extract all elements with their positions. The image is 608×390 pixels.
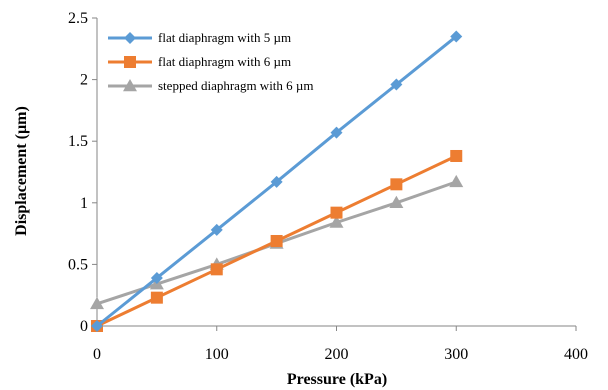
data-point-triangle: [123, 79, 137, 92]
x-tick-label: 300: [444, 346, 468, 363]
legend-item: flat diaphragm with 5 µm: [108, 30, 291, 45]
legend-item: flat diaphragm with 6 µm: [108, 54, 291, 69]
x-tick-label: 400: [564, 346, 588, 363]
data-point-diamond: [390, 78, 403, 91]
legend-item: stepped diaphragm with 6 µm: [108, 78, 314, 93]
data-point-square: [124, 56, 136, 68]
axes: 0 0.5 1 1.5 2 2.5 0 100 200 300 400: [68, 10, 588, 363]
data-point-triangle: [389, 195, 404, 209]
data-point-square: [210, 263, 223, 276]
data-point-square: [330, 206, 343, 219]
data-point-diamond: [270, 175, 283, 188]
y-tick-label: 0: [80, 318, 88, 335]
data-point-triangle: [90, 296, 104, 310]
data-point-square: [390, 178, 403, 191]
y-tick-label: 1.5: [68, 133, 88, 150]
series: [91, 30, 463, 332]
y-axis-title: Displacement (µm): [13, 106, 30, 236]
legend-label: stepped diaphragm with 6 µm: [158, 78, 314, 93]
x-axis-title: Pressure (kPa): [287, 371, 387, 388]
data-point-square: [270, 234, 283, 247]
data-point-triangle: [449, 174, 464, 188]
legend: flat diaphragm with 5 µm flat diaphragm w…: [108, 30, 314, 93]
data-point-diamond: [450, 30, 463, 43]
legend-label: flat diaphragm with 6 µm: [158, 54, 291, 69]
y-tick-label: 2.5: [68, 10, 88, 27]
x-tick-label: 100: [205, 346, 229, 363]
data-point-diamond: [124, 32, 136, 44]
series-layer: [90, 30, 464, 332]
y-tick-label: 2: [80, 72, 88, 89]
data-point-square: [150, 291, 163, 304]
x-tick-label: 0: [93, 346, 101, 363]
x-tick-label: 200: [325, 346, 349, 363]
data-point-diamond: [91, 320, 103, 332]
data-point-diamond: [210, 223, 223, 236]
legend-label: flat diaphragm with 5 µm: [158, 30, 291, 45]
data-point-triangle: [329, 215, 344, 228]
y-tick-label: 0.5: [68, 256, 88, 273]
data-point-square: [450, 149, 463, 162]
data-point-diamond: [150, 271, 163, 284]
y-tick-label: 1: [80, 195, 88, 212]
data-point-diamond: [330, 126, 343, 139]
